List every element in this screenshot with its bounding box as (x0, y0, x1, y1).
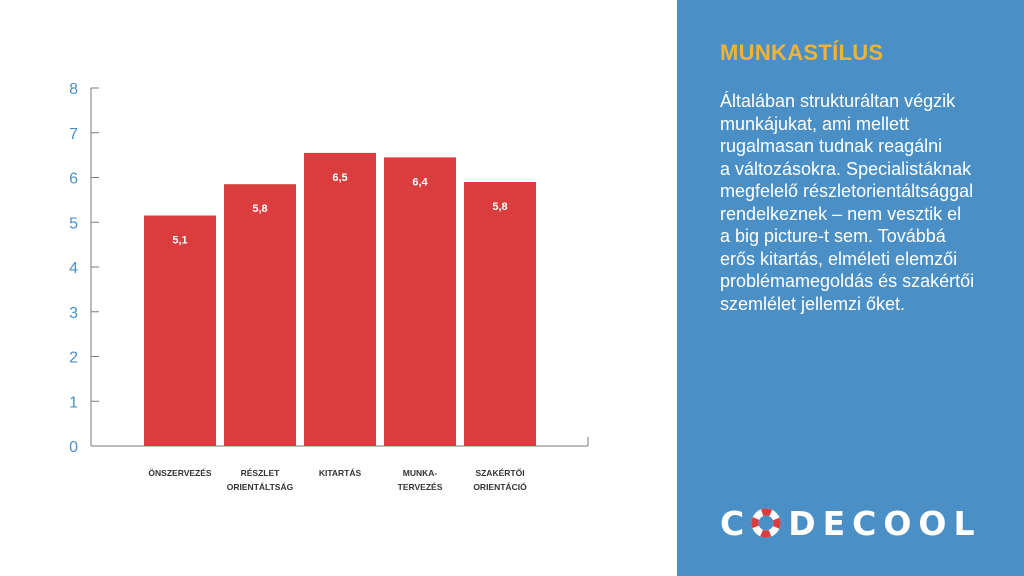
codecool-logo: C DECOOL (720, 503, 982, 543)
category-label: MUNKA- (403, 468, 438, 478)
chart-svg: 0 1 2 3 4 5 6 7 8 5,1 ÖNSZERVEZÉS 5,8 RÉSZLET ORIENTÁ… (69, 81, 589, 492)
y-tick-label: 1 (69, 394, 78, 411)
y-tick-label: 7 (69, 126, 78, 143)
bar (384, 157, 456, 447)
description-line: munkájukat, ami mellett (720, 113, 910, 134)
description-line: Általában strukturáltan végzik (720, 91, 956, 111)
bar-value-label: 5,8 (252, 203, 267, 215)
description-line: rendelkeznek – nem vesztik el (720, 203, 962, 224)
logo-text-start: C (720, 503, 752, 543)
y-tick-label: 8 (69, 81, 78, 98)
description-line: szemlélet jellemzi őket. (720, 293, 906, 314)
lifebuoy-logo-icon (751, 508, 781, 538)
logo-text-end: DECOOL (788, 503, 982, 543)
y-tick-label: 6 (69, 171, 78, 188)
bar-value-label: 6,4 (412, 176, 428, 188)
category-label: TERVEZÉS (398, 482, 443, 492)
y-tick-label: 2 (69, 350, 78, 367)
description-line: a big picture-t sem. Továbbá (720, 226, 946, 246)
description-line: megfelelő részletorientáltsággal (720, 181, 974, 201)
description-line: erős kitartás, elméleti elemzői (720, 248, 958, 269)
bar-value-label: 5,1 (172, 235, 187, 247)
description-line: a változásokra. Specialistáknak (720, 158, 972, 179)
bar-value-label: 5,8 (492, 201, 507, 213)
bar (304, 152, 376, 446)
description-line: rugalmasan tudnak reagálni (720, 136, 943, 156)
category-label: SZAKÉRTŐI (475, 467, 524, 478)
category-label: ORIENTÁLTSÁG (227, 482, 294, 492)
category-label: RÉSZLET (241, 468, 281, 478)
category-label: ORIENTÁCIÓ (473, 481, 527, 492)
bar-chart: 0 1 2 3 4 5 6 7 8 5,1 ÖNSZERVEZÉS 5,8 RÉSZLET ORIENTÁ… (69, 81, 589, 492)
panel-title: MUNKASTÍLUS (720, 40, 884, 65)
y-tick-label: 4 (69, 260, 78, 277)
bar (464, 181, 536, 446)
category-label: ÖNSZERVEZÉS (148, 468, 211, 478)
y-tick-label: 3 (69, 305, 78, 322)
y-tick-label: 0 (69, 439, 78, 456)
side-panel: MUNKASTÍLUS Általában strukturáltan végz… (677, 0, 1024, 576)
category-label: KITARTÁS (319, 468, 362, 478)
bar (224, 184, 296, 446)
bar (144, 215, 216, 446)
bar-value-label: 6,5 (332, 172, 347, 184)
description-line: problémamegoldás és szakértői (720, 271, 975, 291)
y-tick-label: 5 (69, 215, 78, 232)
panel-description: Általában strukturáltan végzik munkájuka… (720, 90, 995, 315)
